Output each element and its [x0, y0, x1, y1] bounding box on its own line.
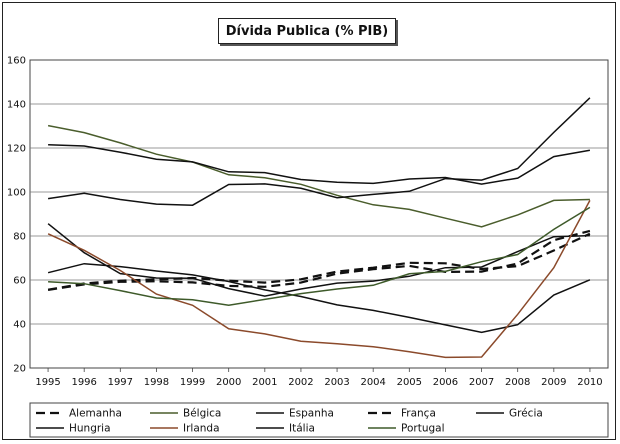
x-tick-label: 2000 [216, 377, 241, 388]
legend-label: Irlanda [183, 423, 220, 435]
legend-label: Bélgica [183, 408, 221, 420]
y-tick-label: 40 [13, 320, 26, 331]
series-line-espanha [47, 262, 591, 334]
y-tick-label: 160 [7, 56, 26, 67]
x-tick-label: 2009 [541, 377, 566, 388]
x-tick-label: 2006 [433, 377, 458, 388]
series-line-hungria [47, 223, 590, 297]
x-tick-label: 2003 [324, 377, 349, 388]
series-line-irlanda [47, 200, 591, 359]
series-line-belgica [47, 124, 590, 228]
x-tick-label: 2010 [577, 377, 602, 388]
legend-label: Alemanha [69, 408, 122, 420]
x-tick-label: 1998 [144, 377, 169, 388]
x-tick-label: 1999 [180, 377, 205, 388]
y-tick-label: 140 [7, 100, 26, 111]
x-tick-label: 2007 [469, 377, 494, 388]
y-tick-label: 20 [13, 364, 26, 375]
x-tick-label: 1997 [108, 377, 133, 388]
legend-label: Hungria [69, 423, 111, 435]
legend-label: Grécia [509, 408, 543, 420]
series-line-italia [48, 143, 591, 185]
y-tick-label: 100 [7, 188, 26, 199]
plot-area [29, 59, 609, 369]
y-tick-label: 60 [13, 276, 26, 287]
x-tick-label: 2005 [397, 377, 422, 388]
legend-label: Portugal [401, 423, 445, 435]
legend-label: Espanha [289, 408, 334, 420]
x-tick-label: 2004 [360, 377, 385, 388]
legend-box [29, 402, 609, 438]
chart-title: Dívida Publica (% PIB) [218, 18, 396, 44]
legend-label: França [401, 408, 436, 420]
x-tick-label: 1996 [71, 377, 96, 388]
x-tick-label: 1995 [35, 377, 60, 388]
x-tick-label: 2001 [252, 377, 277, 388]
series-line-portugal [48, 206, 591, 307]
y-tick-label: 120 [7, 144, 26, 155]
x-tick-label: 2002 [288, 377, 313, 388]
legend-label: Itália [289, 423, 315, 435]
series-line-grecia [47, 97, 591, 206]
y-tick-label: 80 [13, 232, 26, 243]
x-tick-label: 2008 [505, 377, 530, 388]
